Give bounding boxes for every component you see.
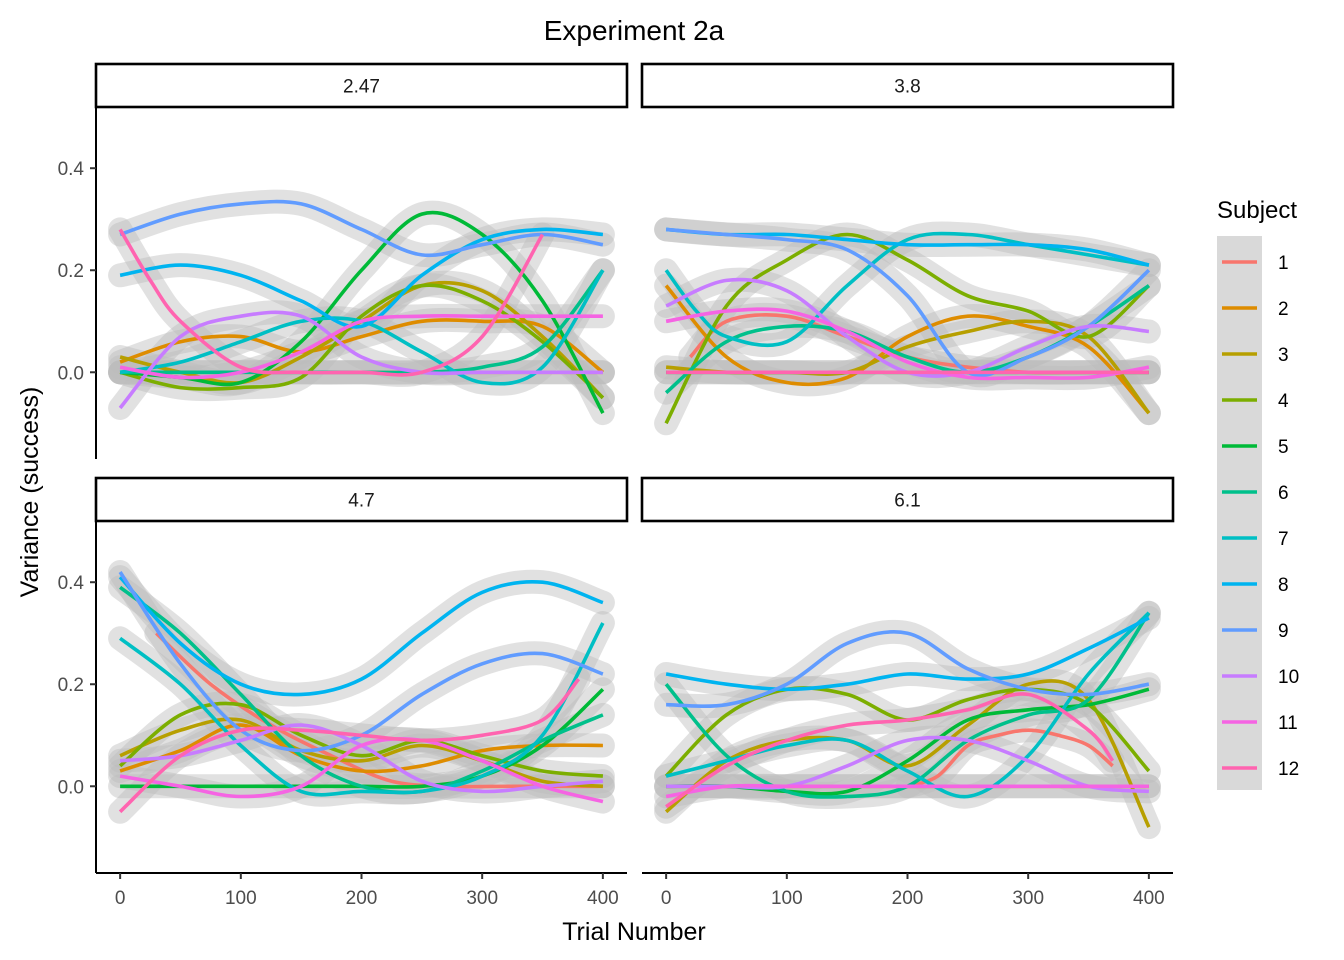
x-tick-label: 100 (225, 888, 257, 909)
series-line-subject-12 (118, 228, 545, 377)
y-tick-label: 0.0 (58, 777, 84, 798)
y-tick-label: 0.4 (58, 159, 85, 180)
x-tick-label: 200 (892, 888, 924, 909)
x-tick-label: 0 (115, 888, 126, 909)
x-tick-label: 300 (466, 888, 498, 909)
series-line-subject-11 (119, 737, 604, 804)
series-line-subject-10 (118, 310, 603, 410)
panel-6.1: 6.1 (640, 476, 1175, 840)
y-tick-label: 0.4 (58, 573, 85, 594)
facet-strip (640, 476, 1175, 523)
legend-label: 6 (1278, 483, 1289, 504)
y-tick-label: 0.0 (58, 363, 84, 384)
series-line-subject-9 (119, 199, 604, 258)
legend-label: 5 (1278, 437, 1289, 458)
facet-strip (94, 62, 629, 109)
series-line-subject-11 (665, 307, 1150, 381)
series-line-subject-11 (119, 314, 603, 380)
legend-label: 11 (1278, 713, 1298, 734)
legend-label: 12 (1278, 759, 1299, 780)
panel-3.8: 3.8 (640, 62, 1175, 436)
series-line-subject-12 (118, 677, 581, 814)
series-line-subject-2 (664, 284, 1151, 415)
series-lines (664, 611, 1151, 828)
confidence-bands (108, 189, 615, 426)
series-line-subject-4 (119, 283, 605, 400)
legend-label: 7 (1278, 529, 1289, 550)
series-line-subject-9 (665, 227, 1151, 378)
series-line-subject-4 (118, 701, 604, 778)
confidence-bands (108, 560, 615, 824)
axes-layer: 0.0 0.2 0.4 0.0 0.2 0.4 0 100 200 300 400 0 100 200 30… (58, 107, 1173, 909)
legend-label: 8 (1278, 575, 1289, 596)
y-axis-label: Variance (success) (16, 387, 44, 598)
series-line-subject-11 (665, 783, 1149, 799)
legend-label: 3 (1278, 345, 1289, 366)
legend-label: 2 (1278, 299, 1289, 320)
series-line-subject-6 (119, 585, 604, 795)
x-tick-label: 200 (346, 888, 378, 909)
series-lines (118, 571, 605, 814)
series-line-subject-6 (664, 611, 1151, 799)
x-tick-label: 400 (1133, 888, 1165, 909)
series-line-subject-7 (119, 269, 605, 386)
legend-title: Subject (1217, 197, 1297, 224)
panels-layer: 2.47 3.8 4.7 6.1 (94, 62, 1175, 840)
chart-title: Experiment 2a (544, 15, 725, 46)
series-line-subject-9 (666, 630, 1150, 708)
facet-strip (94, 476, 629, 523)
series-line-subject-7 (664, 231, 1150, 348)
series-line-subject-7 (119, 622, 605, 797)
legend-label: 1 (1278, 253, 1289, 274)
series-line-subject-1 (906, 728, 1114, 789)
legend-label: 9 (1278, 621, 1289, 642)
x-tick-label: 0 (661, 888, 672, 909)
series-line-subject-2 (119, 723, 603, 774)
series-lines (118, 199, 605, 414)
legend-label: 10 (1278, 667, 1299, 688)
panel-2.47: 2.47 (94, 62, 629, 426)
facet-label: 4.7 (348, 491, 374, 512)
series-line-subject-8 (118, 575, 604, 697)
series-line-subject-9 (118, 571, 604, 753)
legend-label: 4 (1278, 391, 1289, 412)
facet-label: 3.8 (894, 77, 920, 98)
y-tick-label: 0.2 (58, 675, 84, 696)
series-line-subject-5 (119, 210, 605, 414)
x-tick-label: 300 (1012, 888, 1044, 909)
x-tick-label: 100 (771, 888, 803, 909)
facet-label: 6.1 (894, 491, 920, 512)
panel-4.7: 4.7 (94, 476, 629, 824)
y-tick-label: 0.2 (58, 261, 84, 282)
x-tick-label: 400 (587, 888, 619, 909)
series-line-subject-8 (119, 227, 604, 329)
series-lines (664, 227, 1151, 425)
legend-key-background (1217, 236, 1262, 790)
facet-strip (640, 62, 1175, 109)
series-line-subject-12 (665, 692, 1115, 809)
facet-label: 2.47 (343, 77, 380, 98)
series-line-subject-8 (665, 616, 1150, 692)
series-line-subject-3 (119, 717, 604, 789)
x-axis-label: Trial Number (562, 918, 706, 946)
